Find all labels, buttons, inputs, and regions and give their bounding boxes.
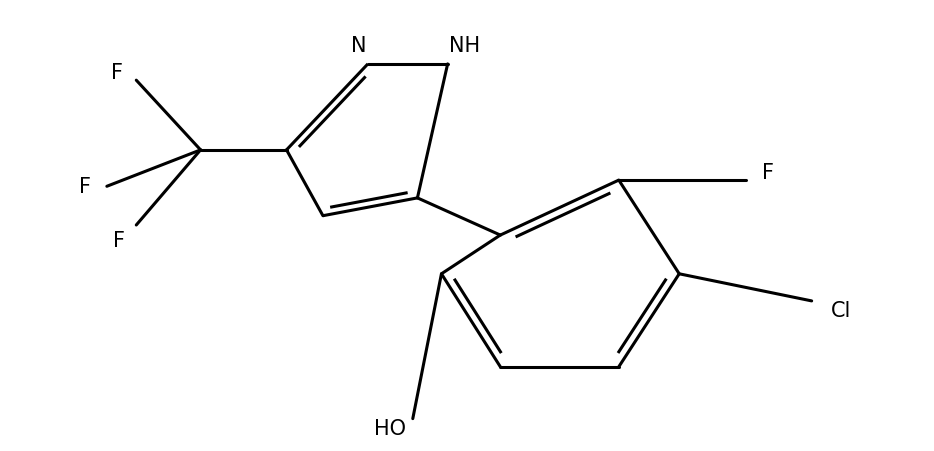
- Text: Cl: Cl: [831, 300, 851, 321]
- Text: NH: NH: [449, 36, 480, 55]
- Text: F: F: [761, 163, 773, 183]
- Text: F: F: [111, 63, 123, 83]
- Text: F: F: [79, 177, 92, 197]
- Text: N: N: [351, 36, 366, 55]
- Text: HO: HO: [374, 418, 405, 438]
- Text: F: F: [113, 231, 125, 251]
